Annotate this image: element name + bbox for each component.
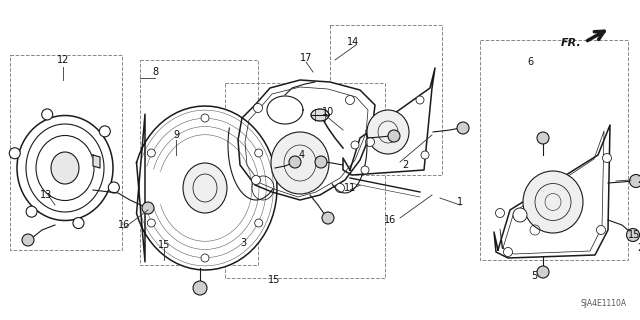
Circle shape (26, 206, 37, 217)
Text: 2: 2 (637, 243, 640, 253)
Text: 10: 10 (322, 107, 334, 117)
Text: 14: 14 (347, 37, 359, 47)
Circle shape (346, 95, 355, 105)
Text: 5: 5 (531, 271, 537, 281)
Circle shape (252, 175, 260, 185)
Ellipse shape (523, 171, 583, 233)
Text: 6: 6 (527, 57, 533, 67)
Circle shape (361, 166, 369, 174)
Ellipse shape (271, 132, 329, 194)
Ellipse shape (17, 116, 113, 220)
Circle shape (596, 226, 605, 235)
Circle shape (630, 174, 640, 188)
Circle shape (73, 218, 84, 228)
Bar (225, 83, 385, 278)
Bar (140, 60, 258, 265)
Ellipse shape (513, 208, 527, 222)
Circle shape (457, 122, 469, 134)
Polygon shape (93, 155, 100, 168)
Circle shape (504, 247, 513, 257)
Circle shape (255, 149, 262, 157)
Circle shape (42, 109, 52, 120)
Circle shape (289, 156, 301, 168)
Circle shape (315, 156, 327, 168)
Circle shape (351, 141, 359, 149)
Text: 3: 3 (240, 238, 246, 248)
Text: 17: 17 (300, 53, 312, 63)
Circle shape (416, 96, 424, 104)
Polygon shape (494, 125, 610, 258)
Text: 15: 15 (158, 240, 170, 250)
Circle shape (193, 281, 207, 295)
Text: 4: 4 (299, 150, 305, 160)
Text: SJA4E1110A: SJA4E1110A (581, 299, 627, 308)
Text: 11: 11 (344, 183, 356, 193)
Polygon shape (343, 68, 435, 175)
Text: 9: 9 (173, 130, 179, 140)
Text: 13: 13 (40, 190, 52, 200)
Text: 15: 15 (628, 230, 640, 240)
Text: 12: 12 (57, 55, 69, 65)
Circle shape (99, 126, 110, 137)
Circle shape (602, 154, 611, 163)
Polygon shape (238, 80, 375, 200)
Text: 8: 8 (152, 67, 158, 77)
Ellipse shape (183, 163, 227, 213)
Ellipse shape (311, 109, 329, 121)
Circle shape (147, 219, 156, 227)
Bar (330, 25, 442, 175)
Bar (480, 40, 628, 260)
Text: 1: 1 (457, 197, 463, 207)
Circle shape (201, 114, 209, 122)
Text: 15: 15 (268, 275, 280, 285)
Circle shape (627, 228, 639, 242)
Circle shape (537, 132, 549, 144)
Circle shape (22, 234, 34, 246)
Circle shape (335, 183, 344, 193)
Circle shape (147, 149, 156, 157)
Text: FR.: FR. (561, 38, 582, 48)
Ellipse shape (51, 152, 79, 184)
Circle shape (201, 254, 209, 262)
Polygon shape (136, 106, 277, 270)
Ellipse shape (367, 110, 409, 154)
Bar (10, 55, 122, 250)
Circle shape (388, 130, 400, 142)
Text: 16: 16 (384, 215, 396, 225)
Circle shape (108, 182, 120, 193)
Circle shape (142, 202, 154, 214)
Circle shape (9, 148, 20, 159)
Circle shape (255, 219, 262, 227)
Text: 16: 16 (118, 220, 130, 230)
Text: 2: 2 (637, 175, 640, 185)
Circle shape (537, 266, 549, 278)
Circle shape (365, 138, 374, 147)
Circle shape (495, 209, 504, 218)
Text: 2: 2 (402, 160, 408, 170)
Circle shape (421, 151, 429, 159)
Circle shape (253, 103, 262, 113)
Circle shape (322, 212, 334, 224)
